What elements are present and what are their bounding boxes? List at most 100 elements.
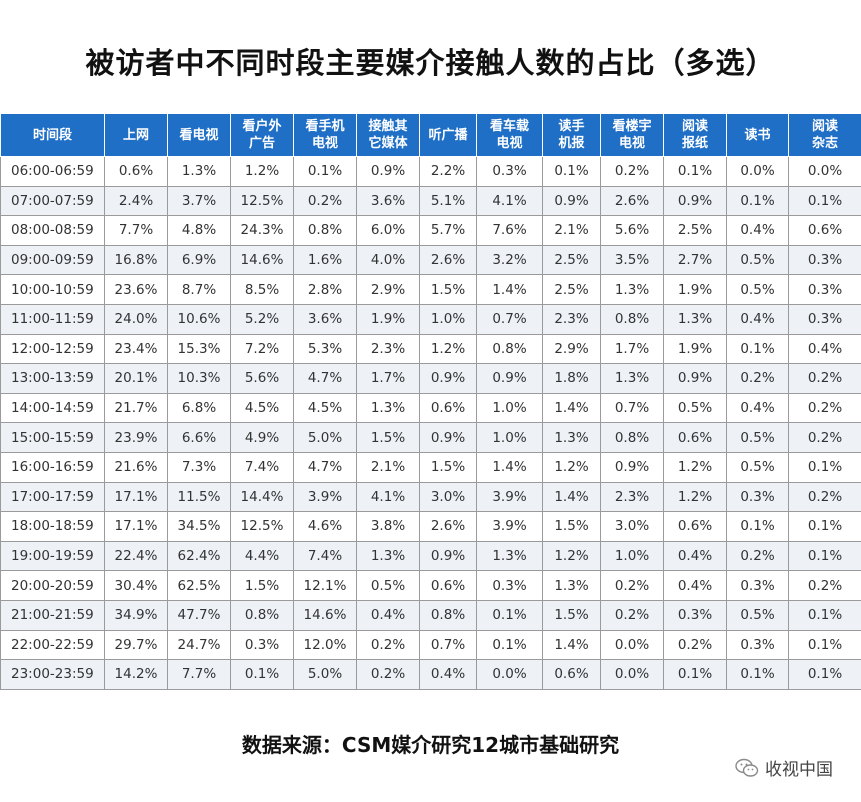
percent-cell: 2.9%	[356, 274, 420, 305]
table-row: 11:00-11:59 24.0% 10.6% 5.2% 3.6% 1.9% 1.0% 0.7…	[0, 303, 861, 335]
percent-cell: 0.1%	[726, 659, 789, 690]
percent-cell: 7.2%	[230, 333, 294, 365]
percent-cell: 12.5%	[230, 511, 294, 542]
column-header-line: 时间段	[32, 127, 72, 143]
percent-cell: 5.6%	[600, 215, 664, 246]
percent-cell: 5.2%	[230, 303, 294, 335]
time-period-cell: 11:00-11:59	[0, 303, 105, 335]
percent-cell: 1.3%	[356, 540, 420, 572]
percent-cell: 0.2%	[788, 392, 861, 424]
time-period-cell: 17:00-17:59	[0, 481, 105, 513]
column-header-line: 看车载	[489, 119, 529, 134]
percent-cell: 2.3%	[542, 303, 601, 335]
data-table: 时间段 上网 看电视 看户外 广告 看手机 电视 接触其 它媒体 听广播 看车载 电视 读手 机报 看楼宇电…	[0, 113, 861, 690]
column-header-line: 看电视	[179, 127, 219, 143]
percent-cell: 0.8%	[476, 333, 543, 365]
percent-cell: 1.0%	[476, 422, 543, 453]
column-header-line: 电视	[311, 136, 338, 151]
percent-cell: 2.5%	[542, 244, 601, 276]
percent-cell: 0.1%	[726, 333, 789, 365]
percent-cell: 24.7%	[167, 629, 231, 661]
percent-cell: 0.9%	[419, 363, 477, 394]
percent-cell: 2.5%	[542, 274, 601, 305]
percent-cell: 21.6%	[104, 451, 168, 483]
percent-cell: 0.8%	[230, 599, 294, 631]
percent-cell: 0.5%	[726, 599, 789, 631]
time-period-cell: 19:00-19:59	[0, 540, 105, 572]
percent-cell: 3.0%	[419, 481, 477, 513]
percent-cell: 3.6%	[356, 185, 420, 217]
percent-cell: 0.9%	[542, 185, 601, 217]
percent-cell: 1.9%	[663, 274, 727, 305]
percent-cell: 17.1%	[104, 511, 168, 542]
column-header: 看电视	[167, 113, 231, 157]
column-header: 听广播	[419, 113, 477, 157]
percent-cell: 11.5%	[167, 481, 231, 513]
table-row: 08:00-08:59 7.7% 4.8% 24.3% 0.8% 6.0% 5.7% 7.6%…	[0, 215, 861, 246]
percent-cell: 14.6%	[293, 599, 357, 631]
percent-cell: 0.6%	[104, 156, 168, 187]
percent-cell: 30.4%	[104, 570, 168, 601]
percent-cell: 1.2%	[419, 333, 477, 365]
percent-cell: 22.4%	[104, 540, 168, 572]
percent-cell: 0.9%	[600, 451, 664, 483]
percent-cell: 0.7%	[600, 392, 664, 424]
percent-cell: 3.7%	[167, 185, 231, 217]
percent-cell: 20.1%	[104, 363, 168, 394]
percent-cell: 1.4%	[542, 481, 601, 513]
column-header-line: 电视	[496, 136, 523, 151]
percent-cell: 0.1%	[788, 511, 861, 542]
percent-cell: 16.8%	[104, 244, 168, 276]
column-header-line: 看手机	[305, 119, 345, 134]
column-header-line: 机报	[558, 136, 585, 151]
percent-cell: 24.0%	[104, 303, 168, 335]
percent-cell: 0.5%	[663, 392, 727, 424]
percent-cell: 6.0%	[356, 215, 420, 246]
table-row: 12:00-12:59 23.4% 15.3% 7.2% 5.3% 2.3% 1.2% 0.8…	[0, 333, 861, 365]
percent-cell: 12.1%	[293, 570, 357, 601]
percent-cell: 0.4%	[419, 659, 477, 690]
percent-cell: 0.9%	[356, 156, 420, 187]
column-header: 阅读 报纸	[663, 113, 727, 157]
time-period-cell: 15:00-15:59	[0, 422, 105, 453]
percent-cell: 23.9%	[104, 422, 168, 453]
percent-cell: 0.8%	[419, 599, 477, 631]
percent-cell: 0.3%	[476, 156, 543, 187]
column-header-line: 读书	[744, 127, 771, 143]
percent-cell: 1.4%	[476, 274, 543, 305]
percent-cell: 5.0%	[293, 659, 357, 690]
percent-cell: 4.9%	[230, 422, 294, 453]
percent-cell: 34.5%	[167, 511, 231, 542]
percent-cell: 0.6%	[663, 422, 727, 453]
column-header: 看车载 电视	[476, 113, 543, 157]
percent-cell: 17.1%	[104, 481, 168, 513]
time-period-cell: 22:00-22:59	[0, 629, 105, 661]
percent-cell: 62.5%	[167, 570, 231, 601]
table-row: 20:00-20:59 30.4% 62.5% 1.5% 12.1% 0.5% 0.6% 0.…	[0, 570, 861, 601]
column-header: 上网	[104, 113, 168, 157]
column-header-line: 看户外	[242, 119, 282, 134]
percent-cell: 0.3%	[788, 274, 861, 305]
column-header-line: 听广播	[428, 127, 468, 143]
percent-cell: 2.6%	[600, 185, 664, 217]
percent-cell: 5.3%	[293, 333, 357, 365]
percent-cell: 0.4%	[726, 303, 789, 335]
percent-cell: 1.0%	[600, 540, 664, 572]
watermark-text: 收视中国	[765, 760, 833, 780]
percent-cell: 62.4%	[167, 540, 231, 572]
percent-cell: 5.1%	[419, 185, 477, 217]
percent-cell: 1.4%	[542, 629, 601, 661]
percent-cell: 0.1%	[663, 156, 727, 187]
column-header-line: 阅读	[681, 119, 708, 134]
percent-cell: 2.4%	[104, 185, 168, 217]
percent-cell: 14.6%	[230, 244, 294, 276]
percent-cell: 2.8%	[293, 274, 357, 305]
percent-cell: 0.2%	[788, 363, 861, 394]
percent-cell: 1.2%	[663, 451, 727, 483]
percent-cell: 2.1%	[542, 215, 601, 246]
percent-cell: 4.1%	[356, 481, 420, 513]
column-header: 接触其 它媒体	[356, 113, 420, 157]
percent-cell: 1.5%	[542, 511, 601, 542]
percent-cell: 0.1%	[663, 659, 727, 690]
percent-cell: 0.4%	[663, 570, 727, 601]
